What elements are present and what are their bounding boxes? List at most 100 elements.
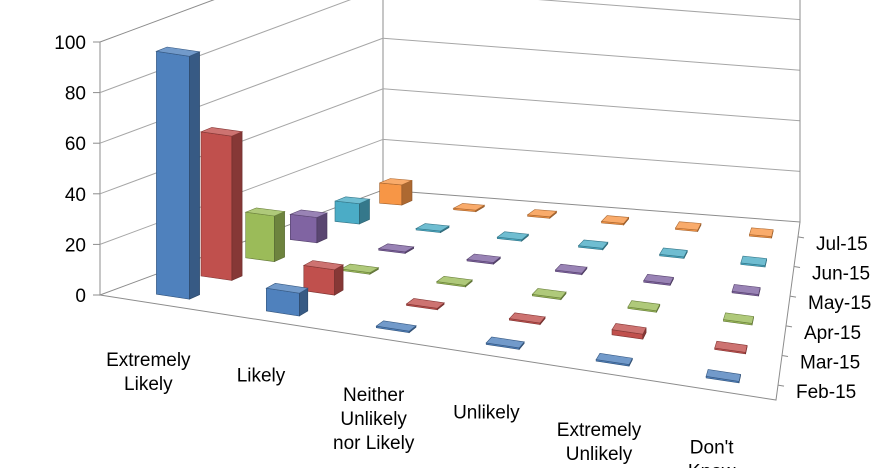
bar-Mar-15-0 [199,127,244,281]
series-axis-labels: Feb-15 Mar-15 Apr-15 May-15 Jun-15 Jul-15 [777,234,871,403]
bar-Mar-15-1 [302,260,344,296]
bar-May-15-4 [643,273,674,286]
series-tick-mark [777,384,785,387]
bar-Feb-15-2 [375,320,417,334]
bar-side [316,212,328,244]
bar-top [526,209,558,218]
bar-Apr-15-3 [531,288,567,301]
y-tick-label: 100 [54,33,86,54]
bar-front [200,131,233,281]
back-wall [382,0,801,223]
series-label: May-15 [808,293,871,314]
bars [155,46,774,384]
bar-front [245,211,275,262]
bar-Feb-15-1 [265,282,309,317]
category-label: Extremely Unlikely [557,420,642,465]
series-tick-mark [797,236,805,239]
bar-Apr-15-4 [627,300,661,313]
bar-top [244,207,286,217]
category-label: Extremely Likely [106,350,191,395]
bar-top [674,221,702,231]
bar-top [334,196,371,205]
series-label: Apr-15 [804,323,861,344]
bar-side [189,51,200,300]
bar-front [289,213,318,244]
series-label: Jun-15 [812,264,870,285]
category-axis-labels: Extremely Likely Likely Neither Unlikely nor … [106,350,736,468]
bar-top [199,127,244,137]
bar-Jun-15-4 [659,247,688,259]
bar-Feb-15-4 [595,352,633,367]
bar-Apr-15-5 [723,312,754,326]
category-label: Likely [237,365,286,386]
category-label: Neither Unlikely nor Likely [333,385,415,454]
bar-Jun-15-3 [577,239,609,251]
bar-top [714,340,748,353]
bar-Jul-15-2 [526,209,558,219]
bar-Apr-15-0 [244,207,286,263]
bar-top [531,288,567,299]
bar-top [577,239,609,249]
bar-May-15-3 [554,263,588,276]
bar-top [595,352,633,365]
gridline [99,0,801,94]
bar-top [643,273,674,285]
bar-top [659,247,688,258]
bar-May-15-1 [377,243,415,254]
bar-front [334,200,360,225]
bar-front [156,50,190,300]
bar-top [466,253,502,263]
bar-top [379,178,413,186]
bar-top [731,284,761,295]
bar-Jul-15-4 [674,221,702,232]
bar-Jun-15-1 [415,223,450,234]
series-label: Jul-15 [816,234,868,255]
bar-side [231,131,243,281]
bar-top [554,263,588,274]
bar-top [749,227,774,237]
category-label: Unlikely [453,402,520,423]
series-tick-mark [789,295,797,298]
bar-top [627,300,661,312]
bar-top [508,312,546,324]
bar-Mar-15-5 [714,340,748,355]
left-wall [99,0,384,296]
bar-side [274,211,285,263]
bar-top [405,298,445,309]
bar-top [723,312,754,324]
bar-top [452,203,486,211]
bar-top [289,209,329,218]
bar-Jul-15-0 [379,178,413,206]
bar-top [265,282,309,294]
bar-front [379,182,403,206]
series-label: Mar-15 [800,353,860,374]
bar-Feb-15-5 [705,369,741,384]
y-axis-ticks: 0 20 40 60 80 100 [54,33,100,307]
bar-May-15-0 [289,209,329,244]
y-tick-label: 40 [65,185,86,206]
series-label: Feb-15 [796,382,856,403]
bar-top [485,336,525,349]
bar-top [340,263,380,274]
bar-top [155,46,201,57]
bar-Jul-15-3 [600,215,630,226]
bar-Mar-15-3 [508,312,546,326]
bar-May-15-2 [466,253,502,265]
bar-Jul-15-5 [749,227,774,239]
bar-front [303,265,335,296]
bar-top [496,231,530,241]
bar-top [740,255,768,266]
bar-Jun-15-0 [334,196,371,225]
bar-Apr-15-2 [436,275,473,288]
bar-Jun-15-5 [740,255,768,268]
bar-Jun-15-2 [496,231,530,242]
bar-top [600,215,630,224]
y-tick-label: 0 [75,286,86,307]
bar-Apr-15-1 [340,263,380,275]
bar-Mar-15-2 [405,298,445,311]
bar-top [705,369,741,382]
series-tick-mark [793,266,801,268]
y-tick-label: 80 [65,84,86,105]
bar-Feb-15-3 [485,336,525,351]
